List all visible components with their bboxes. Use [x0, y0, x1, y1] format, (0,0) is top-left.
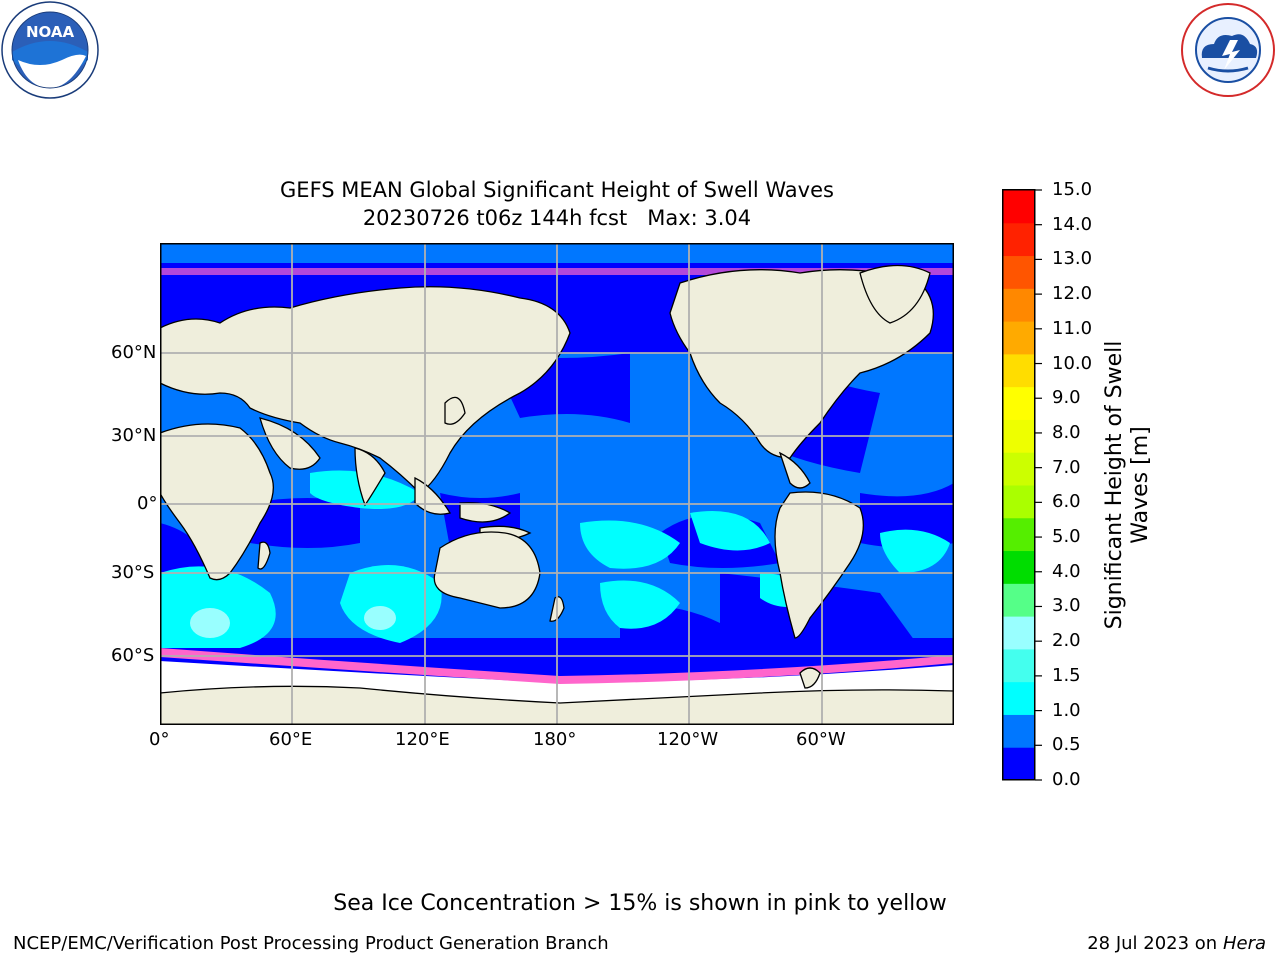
colorbar-segment — [1003, 222, 1035, 257]
colorbar-label: 0.0 — [1052, 769, 1081, 790]
footer-date: 28 Jul 2023 on Hera — [1087, 933, 1266, 954]
colorbar-label: 5.0 — [1052, 526, 1081, 548]
lat-label-60s: 60°S — [111, 645, 155, 666]
colorbar-segment — [1003, 321, 1035, 355]
lon-label-180: 180° — [533, 729, 577, 750]
footer-date-text: 28 Jul 2023 on — [1087, 933, 1223, 954]
colorbar-label: 11.0 — [1052, 317, 1093, 339]
colorbar-label: 15.0 — [1052, 179, 1093, 200]
colorbar-label: 2.0 — [1052, 630, 1081, 652]
colorbar-title-line1: Significant Height of Swell — [1102, 340, 1127, 630]
colorbar-label: 0.5 — [1052, 734, 1081, 756]
colorbar-segment — [1003, 517, 1035, 552]
colorbar-label: 3.0 — [1052, 595, 1081, 617]
lon-label-60w: 60°W — [796, 729, 846, 750]
lon-label-0: 0° — [149, 729, 170, 750]
colorbar-label: 7.0 — [1052, 456, 1081, 478]
colorbar-segment — [1003, 419, 1035, 453]
colorbar-segment — [1003, 386, 1035, 420]
colorbar-segment — [1003, 485, 1035, 519]
colorbar-segment — [1003, 648, 1035, 683]
colorbar-label: 14.0 — [1052, 213, 1093, 235]
colorbar-segments — [1003, 190, 1035, 781]
colorbar-segment — [1003, 583, 1035, 617]
swell-height-map — [160, 243, 954, 725]
chart-title: GEFS MEAN Global Significant Height of S… — [280, 178, 834, 202]
colorbar-label: 8.0 — [1052, 421, 1081, 443]
sea-ice-note: Sea Ice Concentration > 15% is shown in … — [333, 891, 947, 916]
colorbar-label: 10.0 — [1052, 352, 1093, 374]
lon-label-120e: 120°E — [395, 729, 450, 750]
footer-credit: NCEP/EMC/Verification Post Processing Pr… — [13, 933, 609, 954]
map-frame — [160, 243, 954, 725]
colorbar-label: 1.0 — [1052, 699, 1081, 721]
colorbar-label: 9.0 — [1052, 387, 1081, 409]
colorbar-segment — [1003, 353, 1035, 388]
colorbar-label: 6.0 — [1052, 491, 1081, 513]
chart-subtitle: 20230726 t06z 144h fcst Max: 3.04 — [362, 206, 752, 230]
colorbar-label: 12.0 — [1052, 283, 1093, 305]
colorbar-frame — [1002, 189, 1036, 781]
colorbar-segment — [1003, 288, 1035, 322]
sea-ice-fringe-south — [160, 648, 954, 684]
colorbar-label: 1.5 — [1052, 664, 1081, 686]
colorbar-ticks — [1035, 189, 1042, 781]
gridlines — [160, 243, 954, 725]
footer-host: Hera — [1222, 933, 1266, 954]
colorbar-segment — [1003, 452, 1035, 486]
lat-label-30n: 30°N — [111, 425, 157, 446]
colorbar-segment — [1003, 255, 1035, 289]
colorbar-segment — [1003, 550, 1035, 584]
noaa-logo-text: NOAA — [26, 23, 75, 41]
colorbar-segment — [1003, 681, 1035, 715]
lat-label-30s: 30°S — [111, 562, 155, 583]
colorbar-label: 13.0 — [1052, 248, 1093, 270]
lat-label-0: 0° — [137, 493, 158, 514]
colorbar-segment — [1003, 747, 1035, 781]
colorbar-label: 4.0 — [1052, 560, 1081, 582]
colorbar-segment — [1003, 616, 1035, 650]
nws-logo-icon — [1181, 3, 1275, 97]
lon-label-60e: 60°E — [269, 729, 313, 750]
colorbar-segment — [1003, 714, 1035, 748]
lon-label-120w: 120°W — [657, 729, 719, 750]
lat-label-60n: 60°N — [111, 342, 157, 363]
colorbar-segment — [1003, 190, 1035, 224]
colorbar — [1002, 189, 1042, 781]
peak-swell-regions — [190, 606, 396, 638]
high-swell-regions — [160, 470, 950, 648]
noaa-logo-icon: NOAA — [1, 1, 99, 99]
colorbar-title-line2: Waves [m] — [1128, 426, 1153, 544]
